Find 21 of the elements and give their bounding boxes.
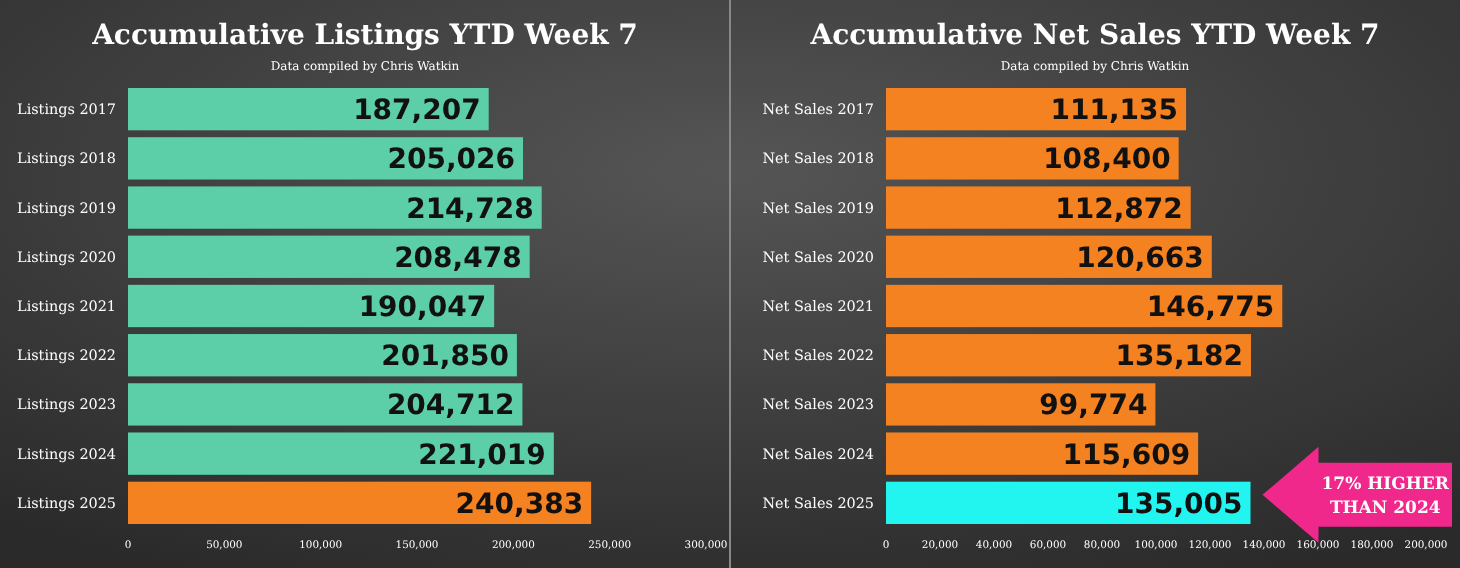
data-label: 99,774 [1039, 390, 1148, 423]
data-label: 115,609 [1062, 439, 1191, 472]
data-label: 108,400 [1043, 144, 1172, 177]
data-label: 221,019 [418, 439, 546, 472]
data-label: 135,182 [1115, 341, 1243, 374]
data-label: 240,383 [455, 488, 584, 521]
data-label: 111,135 [1050, 95, 1179, 128]
data-label: 112,872 [1055, 193, 1183, 226]
data-label: 201,850 [381, 341, 510, 374]
data-label: 135,005 [1114, 488, 1243, 521]
data-label: 120,663 [1076, 242, 1204, 275]
data-label: 208,478 [394, 242, 522, 275]
data-label: 146,775 [1146, 292, 1275, 325]
data-label: 187,207 [353, 95, 481, 128]
data-label: 214,728 [406, 193, 534, 226]
chart-title: Accumulative Listings YTD Week 7 [90, 20, 638, 52]
data-label: 190,047 [358, 292, 487, 325]
chart-title: Accumulative Net Sales YTD Week 7 [808, 20, 1380, 52]
data-label: 205,026 [387, 144, 516, 177]
annotation: 17% HIGHER THAN 2024 [1321, 474, 1451, 519]
data-label: 204,712 [386, 390, 515, 423]
